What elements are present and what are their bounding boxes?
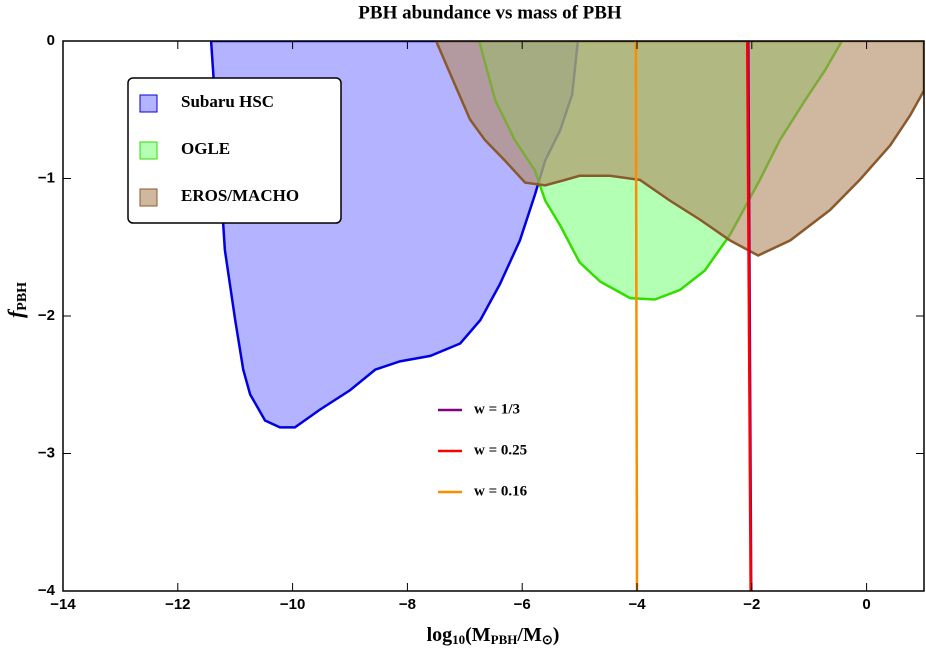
legend-label: w = 0.25 [474, 442, 527, 458]
y-tick-label: −4 [38, 582, 56, 599]
legend-label: Subaru HSC [181, 92, 274, 111]
x-tick-label: −4 [628, 596, 646, 613]
legend-box [127, 77, 342, 224]
x-tick-label: −10 [280, 596, 305, 613]
legend-label: w = 0.16 [474, 483, 528, 499]
y-tick-label: 0 [47, 32, 55, 49]
region [434, 41, 924, 257]
x-label-sub: 10 [452, 632, 465, 647]
x-label-part: /M [516, 624, 542, 646]
line [634, 41, 639, 591]
legend-swatch [139, 94, 158, 113]
line [745, 41, 752, 591]
y-label-part: f [3, 308, 28, 318]
x-label-part: log [427, 624, 453, 646]
y-label-sub: PBH [15, 282, 30, 311]
legend-label: OGLE [181, 139, 230, 158]
y-tick-label: −1 [38, 169, 55, 186]
x-axis-label: log10(MPBH/M⊙) [427, 624, 560, 647]
legend-swatch [139, 188, 158, 207]
y-tick-label: −2 [38, 307, 55, 324]
x-tick-label: 0 [862, 596, 870, 613]
legend-label: EROS/MACHO [181, 186, 299, 205]
legend-swatch [139, 141, 158, 160]
legend-label: w = 1/3 [474, 401, 520, 417]
x-tick-label: −8 [399, 596, 416, 613]
x-label-sub: PBH [491, 632, 518, 647]
x-tick-label: −14 [50, 596, 76, 613]
y-axis-label: fPBH [3, 282, 30, 318]
x-label-sub: ⊙ [542, 632, 553, 647]
chart-title: PBH abundance vs mass of PBH [358, 2, 622, 23]
x-label-part: (M [465, 624, 491, 646]
x-tick-label: −12 [165, 596, 190, 613]
x-label-part: ) [553, 624, 560, 646]
x-tick-label: −2 [743, 596, 760, 613]
y-tick-label: −3 [38, 444, 55, 461]
x-tick-label: −6 [514, 596, 531, 613]
